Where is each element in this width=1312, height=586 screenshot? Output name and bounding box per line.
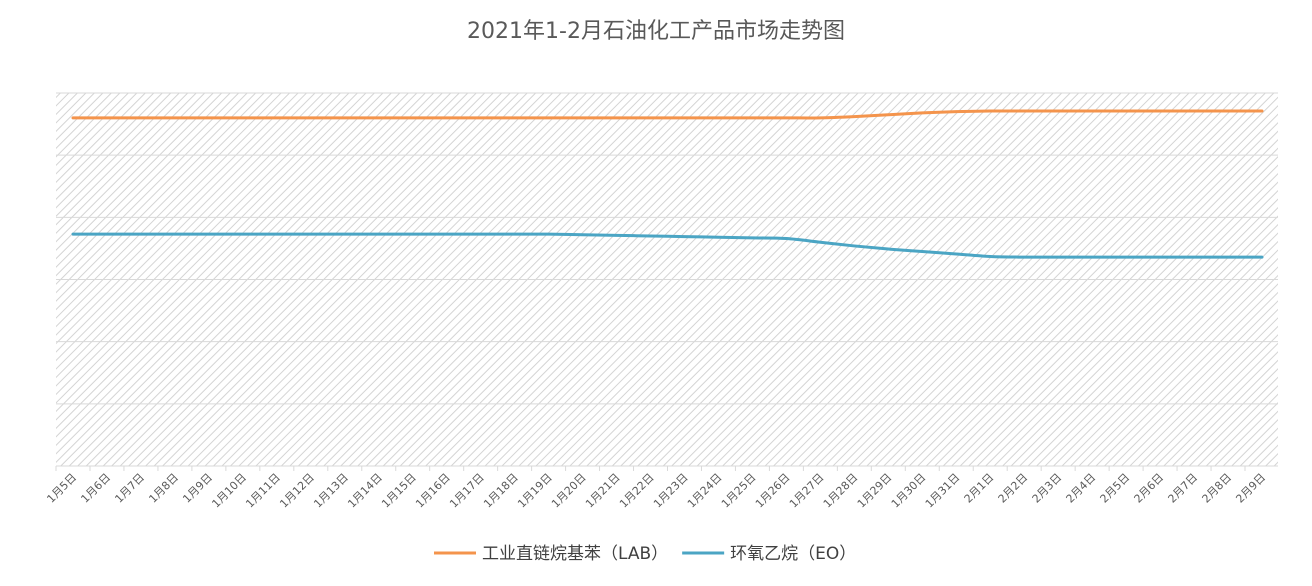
x-tick-label: 1月31日: [923, 471, 963, 511]
x-tick-label: 1月16日: [413, 471, 453, 511]
x-tick-label: 1月6日: [78, 471, 113, 506]
x-tick-label: 1月23日: [651, 471, 691, 511]
x-tick-label: 1月28日: [821, 471, 861, 511]
x-tick-label: 1月22日: [617, 471, 657, 511]
x-tick-label: 1月20日: [549, 471, 589, 511]
x-tick-label: 1月5日: [44, 471, 79, 506]
x-tick-label: 1月25日: [719, 471, 759, 511]
series-line-0: [71, 109, 1264, 120]
x-tick-label: 1月7日: [112, 471, 147, 506]
x-tick-label: 2月3日: [1030, 471, 1065, 506]
x-tick-label: 2月9日: [1233, 471, 1268, 506]
x-tick-label: 1月27日: [787, 471, 827, 511]
x-tick-label: 1月24日: [685, 471, 725, 511]
x-tick-label: 1月29日: [855, 471, 895, 511]
legend: 工业直链烷基苯（LAB） 环氧乙烷（EO）: [434, 544, 856, 564]
x-tick-label: 1月17日: [447, 471, 487, 511]
x-tick-label: 2月4日: [1064, 471, 1099, 506]
chart-title: 2021年1-2月石油化工产品市场走势图: [467, 19, 845, 44]
x-tick-label: 1月13日: [311, 471, 351, 511]
x-tick-label: 1月8日: [146, 471, 181, 506]
series-layer: [71, 109, 1264, 259]
legend-label-1: 环氧乙烷（EO）: [730, 544, 856, 564]
x-tick-label: 2月5日: [1098, 471, 1133, 506]
x-tick-label: 1月19日: [515, 471, 555, 511]
x-tick-label: 2月7日: [1166, 471, 1201, 506]
x-axis: 1月5日 1月6日 1月7日 1月8日 1月9日1月10日1月11日1月12日1月13日…: [44, 466, 1268, 511]
x-tick-label: 2月2日: [996, 471, 1031, 506]
x-tick-label: 1月12日: [277, 471, 317, 511]
legend-label-0: 工业直链烷基苯（LAB）: [482, 544, 668, 564]
series-line-1: [71, 232, 1264, 259]
x-tick-label: 1月21日: [583, 471, 623, 511]
x-tick-label: 1月26日: [753, 471, 793, 511]
x-tick-label: 2月6日: [1132, 471, 1167, 506]
x-tick-label: 1月18日: [481, 471, 521, 511]
x-tick-label: 2月8日: [1200, 471, 1235, 506]
x-tick-label: 1月10日: [209, 471, 249, 511]
x-tick-label: 1月30日: [889, 471, 929, 511]
x-tick-label: 1月11日: [243, 471, 283, 511]
x-tick-label: 2月1日: [962, 471, 997, 506]
x-tick-label: 1月14日: [345, 471, 385, 511]
x-tick-label: 1月15日: [379, 471, 419, 511]
